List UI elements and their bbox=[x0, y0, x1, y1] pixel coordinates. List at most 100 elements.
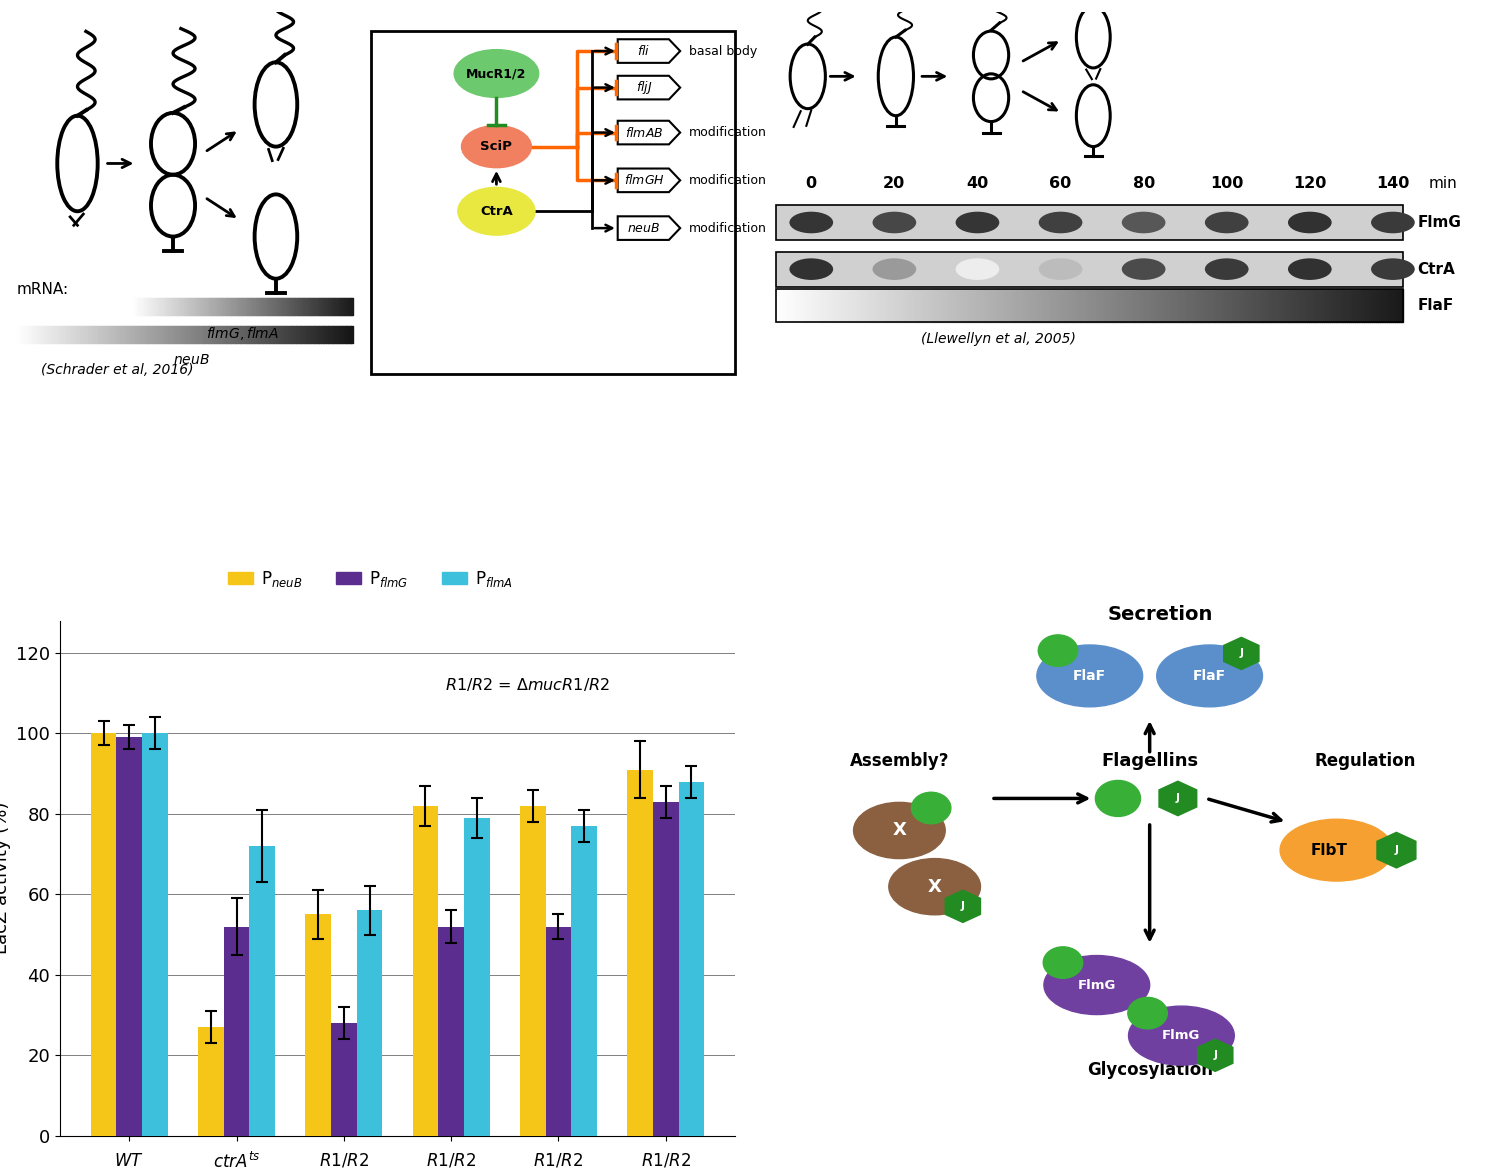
FancyBboxPatch shape bbox=[776, 252, 1404, 287]
Text: $\mathit{flmG, flmA}$: $\mathit{flmG, flmA}$ bbox=[207, 326, 279, 342]
Ellipse shape bbox=[1128, 1006, 1234, 1066]
Text: Glycosylation: Glycosylation bbox=[1086, 1061, 1212, 1078]
Text: FlmG: FlmG bbox=[1077, 979, 1116, 992]
Circle shape bbox=[1128, 998, 1167, 1029]
Text: J: J bbox=[1395, 845, 1398, 855]
Bar bbox=[627, 769, 652, 1136]
Text: (Schrader et al, 2016): (Schrader et al, 2016) bbox=[40, 363, 194, 377]
Ellipse shape bbox=[1371, 259, 1414, 280]
Text: Assembly?: Assembly? bbox=[849, 752, 950, 769]
Text: Regulation: Regulation bbox=[1314, 752, 1416, 769]
Polygon shape bbox=[618, 76, 680, 100]
Text: J: J bbox=[1239, 649, 1244, 658]
Text: min: min bbox=[1428, 176, 1456, 191]
Text: J: J bbox=[1214, 1050, 1216, 1060]
Ellipse shape bbox=[1280, 820, 1394, 881]
Legend: P$_{\mathit{neuB}}$, P$_{\mathit{flmG}}$, P$_{\mathit{flmA}}$: P$_{\mathit{neuB}}$, P$_{\mathit{flmG}}$… bbox=[220, 562, 520, 595]
Ellipse shape bbox=[458, 187, 536, 235]
Polygon shape bbox=[1222, 637, 1260, 670]
Text: $\mathit{fli}$: $\mathit{fli}$ bbox=[638, 44, 651, 59]
Text: FlbT: FlbT bbox=[1311, 843, 1348, 857]
Text: J: J bbox=[1176, 794, 1180, 803]
Ellipse shape bbox=[462, 125, 531, 167]
Ellipse shape bbox=[1204, 259, 1248, 280]
Text: FlaF: FlaF bbox=[1418, 299, 1454, 313]
Circle shape bbox=[912, 793, 951, 823]
Text: CtrA: CtrA bbox=[480, 205, 513, 218]
Ellipse shape bbox=[1044, 956, 1149, 1014]
Text: 40: 40 bbox=[966, 176, 988, 191]
Text: FlaF: FlaF bbox=[1192, 669, 1225, 683]
Text: 20: 20 bbox=[884, 176, 906, 191]
Bar bbox=[304, 915, 332, 1136]
Text: Secretion: Secretion bbox=[1107, 604, 1214, 624]
Circle shape bbox=[1042, 947, 1083, 978]
Polygon shape bbox=[618, 217, 680, 240]
Ellipse shape bbox=[1122, 212, 1166, 233]
Ellipse shape bbox=[1288, 212, 1332, 233]
Text: FlaF: FlaF bbox=[1072, 669, 1107, 683]
Ellipse shape bbox=[1204, 212, 1248, 233]
Polygon shape bbox=[618, 169, 680, 192]
Text: mRNA:: mRNA: bbox=[16, 282, 69, 297]
Ellipse shape bbox=[873, 212, 916, 233]
Ellipse shape bbox=[1288, 259, 1332, 280]
Text: 100: 100 bbox=[1210, 176, 1243, 191]
Text: MucR1/2: MucR1/2 bbox=[466, 67, 526, 80]
Circle shape bbox=[1095, 780, 1140, 816]
Y-axis label: LacZ activity (%): LacZ activity (%) bbox=[0, 802, 10, 954]
Text: $\mathit{flmGH}$: $\mathit{flmGH}$ bbox=[624, 173, 664, 187]
Ellipse shape bbox=[890, 858, 981, 915]
Ellipse shape bbox=[1036, 645, 1143, 707]
Polygon shape bbox=[1377, 831, 1416, 869]
Ellipse shape bbox=[1371, 212, 1414, 233]
Bar bbox=[678, 782, 705, 1136]
Text: 140: 140 bbox=[1376, 176, 1410, 191]
Ellipse shape bbox=[853, 802, 945, 858]
Polygon shape bbox=[1197, 1039, 1233, 1073]
Text: X: X bbox=[892, 822, 906, 840]
Bar bbox=[142, 733, 168, 1136]
Text: $\mathit{neuB}$: $\mathit{neuB}$ bbox=[172, 354, 210, 368]
Bar bbox=[438, 926, 464, 1136]
Text: $\mathit{fljJ}$: $\mathit{fljJ}$ bbox=[636, 80, 652, 96]
Ellipse shape bbox=[1122, 259, 1166, 280]
Bar bbox=[90, 733, 117, 1136]
Bar bbox=[357, 911, 382, 1136]
Polygon shape bbox=[618, 40, 680, 63]
Text: modification: modification bbox=[688, 221, 766, 234]
Text: CtrA: CtrA bbox=[1418, 261, 1455, 276]
Text: basal body: basal body bbox=[688, 44, 758, 57]
Bar bbox=[546, 926, 572, 1136]
Text: FlmG: FlmG bbox=[1162, 1029, 1200, 1042]
Bar bbox=[464, 817, 490, 1136]
Polygon shape bbox=[945, 890, 981, 923]
Ellipse shape bbox=[873, 259, 916, 280]
Ellipse shape bbox=[956, 259, 999, 280]
Polygon shape bbox=[1158, 780, 1197, 816]
Text: SciP: SciP bbox=[480, 141, 513, 153]
Text: X: X bbox=[927, 878, 942, 896]
Text: J: J bbox=[962, 902, 964, 911]
Text: 60: 60 bbox=[1050, 176, 1071, 191]
Ellipse shape bbox=[1038, 212, 1083, 233]
Ellipse shape bbox=[789, 259, 832, 280]
Bar bbox=[332, 1023, 357, 1136]
Text: 0: 0 bbox=[806, 176, 818, 191]
FancyBboxPatch shape bbox=[372, 32, 735, 375]
Bar bbox=[413, 806, 438, 1136]
Circle shape bbox=[1038, 635, 1078, 666]
Text: 80: 80 bbox=[1132, 176, 1155, 191]
Ellipse shape bbox=[454, 49, 538, 97]
FancyBboxPatch shape bbox=[776, 205, 1404, 240]
Text: 120: 120 bbox=[1293, 176, 1326, 191]
Ellipse shape bbox=[1156, 645, 1263, 707]
Ellipse shape bbox=[956, 212, 999, 233]
Bar bbox=[652, 802, 678, 1136]
Text: modification: modification bbox=[688, 126, 766, 139]
Bar bbox=[572, 826, 597, 1136]
Bar bbox=[224, 926, 249, 1136]
Text: Flagellins: Flagellins bbox=[1101, 752, 1198, 769]
Text: FlmG: FlmG bbox=[1418, 215, 1461, 230]
Text: (Llewellyn et al, 2005): (Llewellyn et al, 2005) bbox=[921, 333, 1076, 347]
